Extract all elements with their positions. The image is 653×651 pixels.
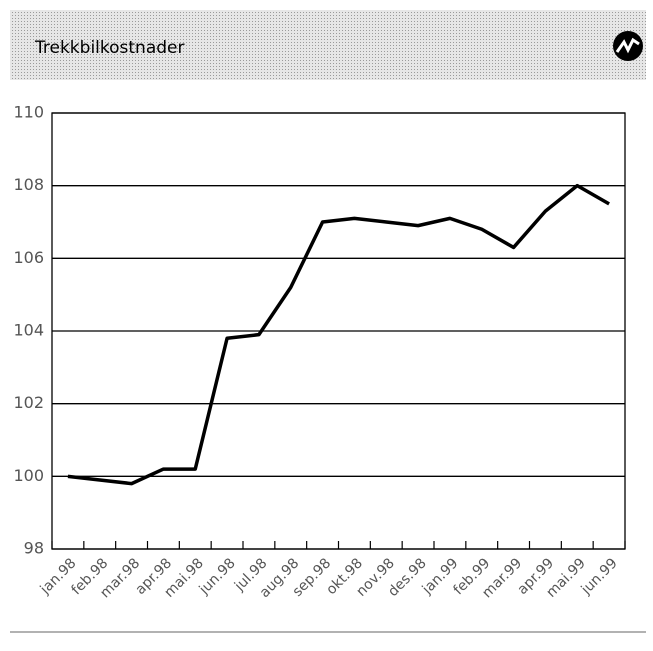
y-tick-label: 110 <box>13 103 44 122</box>
y-tick-label: 106 <box>13 248 44 267</box>
y-tick-label: 100 <box>13 466 44 485</box>
logo-icon <box>613 31 643 61</box>
y-tick-label: 108 <box>13 175 44 194</box>
y-tick-label: 102 <box>13 393 44 412</box>
y-tick-label: 104 <box>13 321 44 340</box>
y-tick-label: 98 <box>24 539 44 558</box>
chart-title: Trekkbilkostnader <box>34 38 184 58</box>
header-band <box>10 10 646 80</box>
series-line <box>67 183 610 486</box>
x-tick-label: jun.98 <box>196 555 239 598</box>
x-tick-label: jun.99 <box>578 555 621 598</box>
